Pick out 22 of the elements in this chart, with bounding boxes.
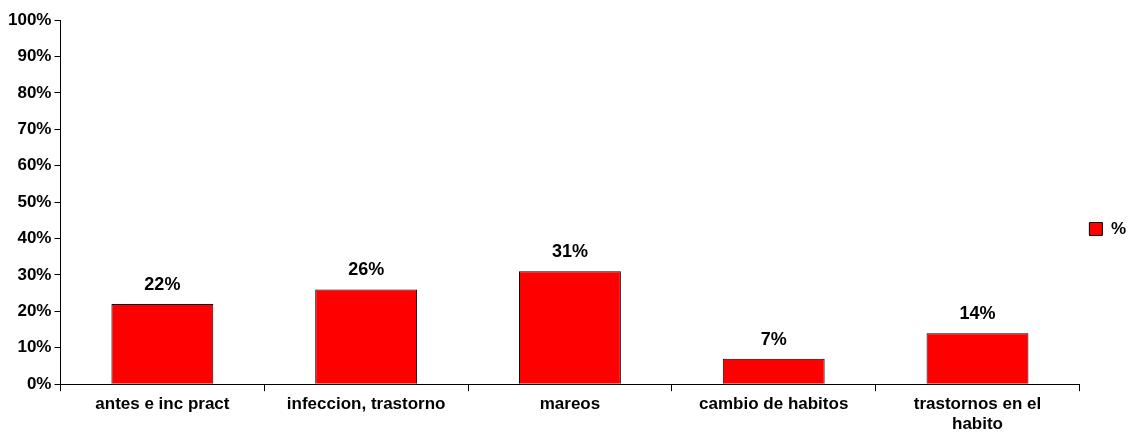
- legend-label: %: [1110, 218, 1127, 238]
- x-tick-label: antes e inc pract: [95, 394, 230, 414]
- x-tick-label: cambio de habitos: [699, 394, 849, 414]
- y-tick-label: 100%: [8, 9, 52, 29]
- y-tick-label: 60%: [17, 155, 52, 175]
- y-tick-label: 70%: [17, 118, 52, 138]
- x-tick-label: trastornos en el habito: [913, 394, 1042, 434]
- y-tick-label: 0%: [26, 373, 52, 393]
- x-tick-label: mareos: [539, 394, 601, 414]
- y-tick-label: 20%: [17, 301, 52, 321]
- y-tick-label: 50%: [17, 191, 52, 211]
- x-tick-label: infeccion, trastorno: [286, 394, 446, 414]
- data-label: 26%: [348, 259, 385, 280]
- data-label: 7%: [760, 328, 787, 349]
- y-tick-label: 40%: [17, 228, 52, 248]
- y-tick-label: 30%: [17, 264, 52, 284]
- y-tick-label: 90%: [17, 46, 52, 66]
- data-label: 22%: [144, 274, 181, 295]
- data-label: 31%: [551, 241, 588, 262]
- data-label: 14%: [959, 303, 996, 324]
- y-tick-label: 80%: [17, 82, 52, 102]
- y-tick-label: 10%: [17, 337, 52, 357]
